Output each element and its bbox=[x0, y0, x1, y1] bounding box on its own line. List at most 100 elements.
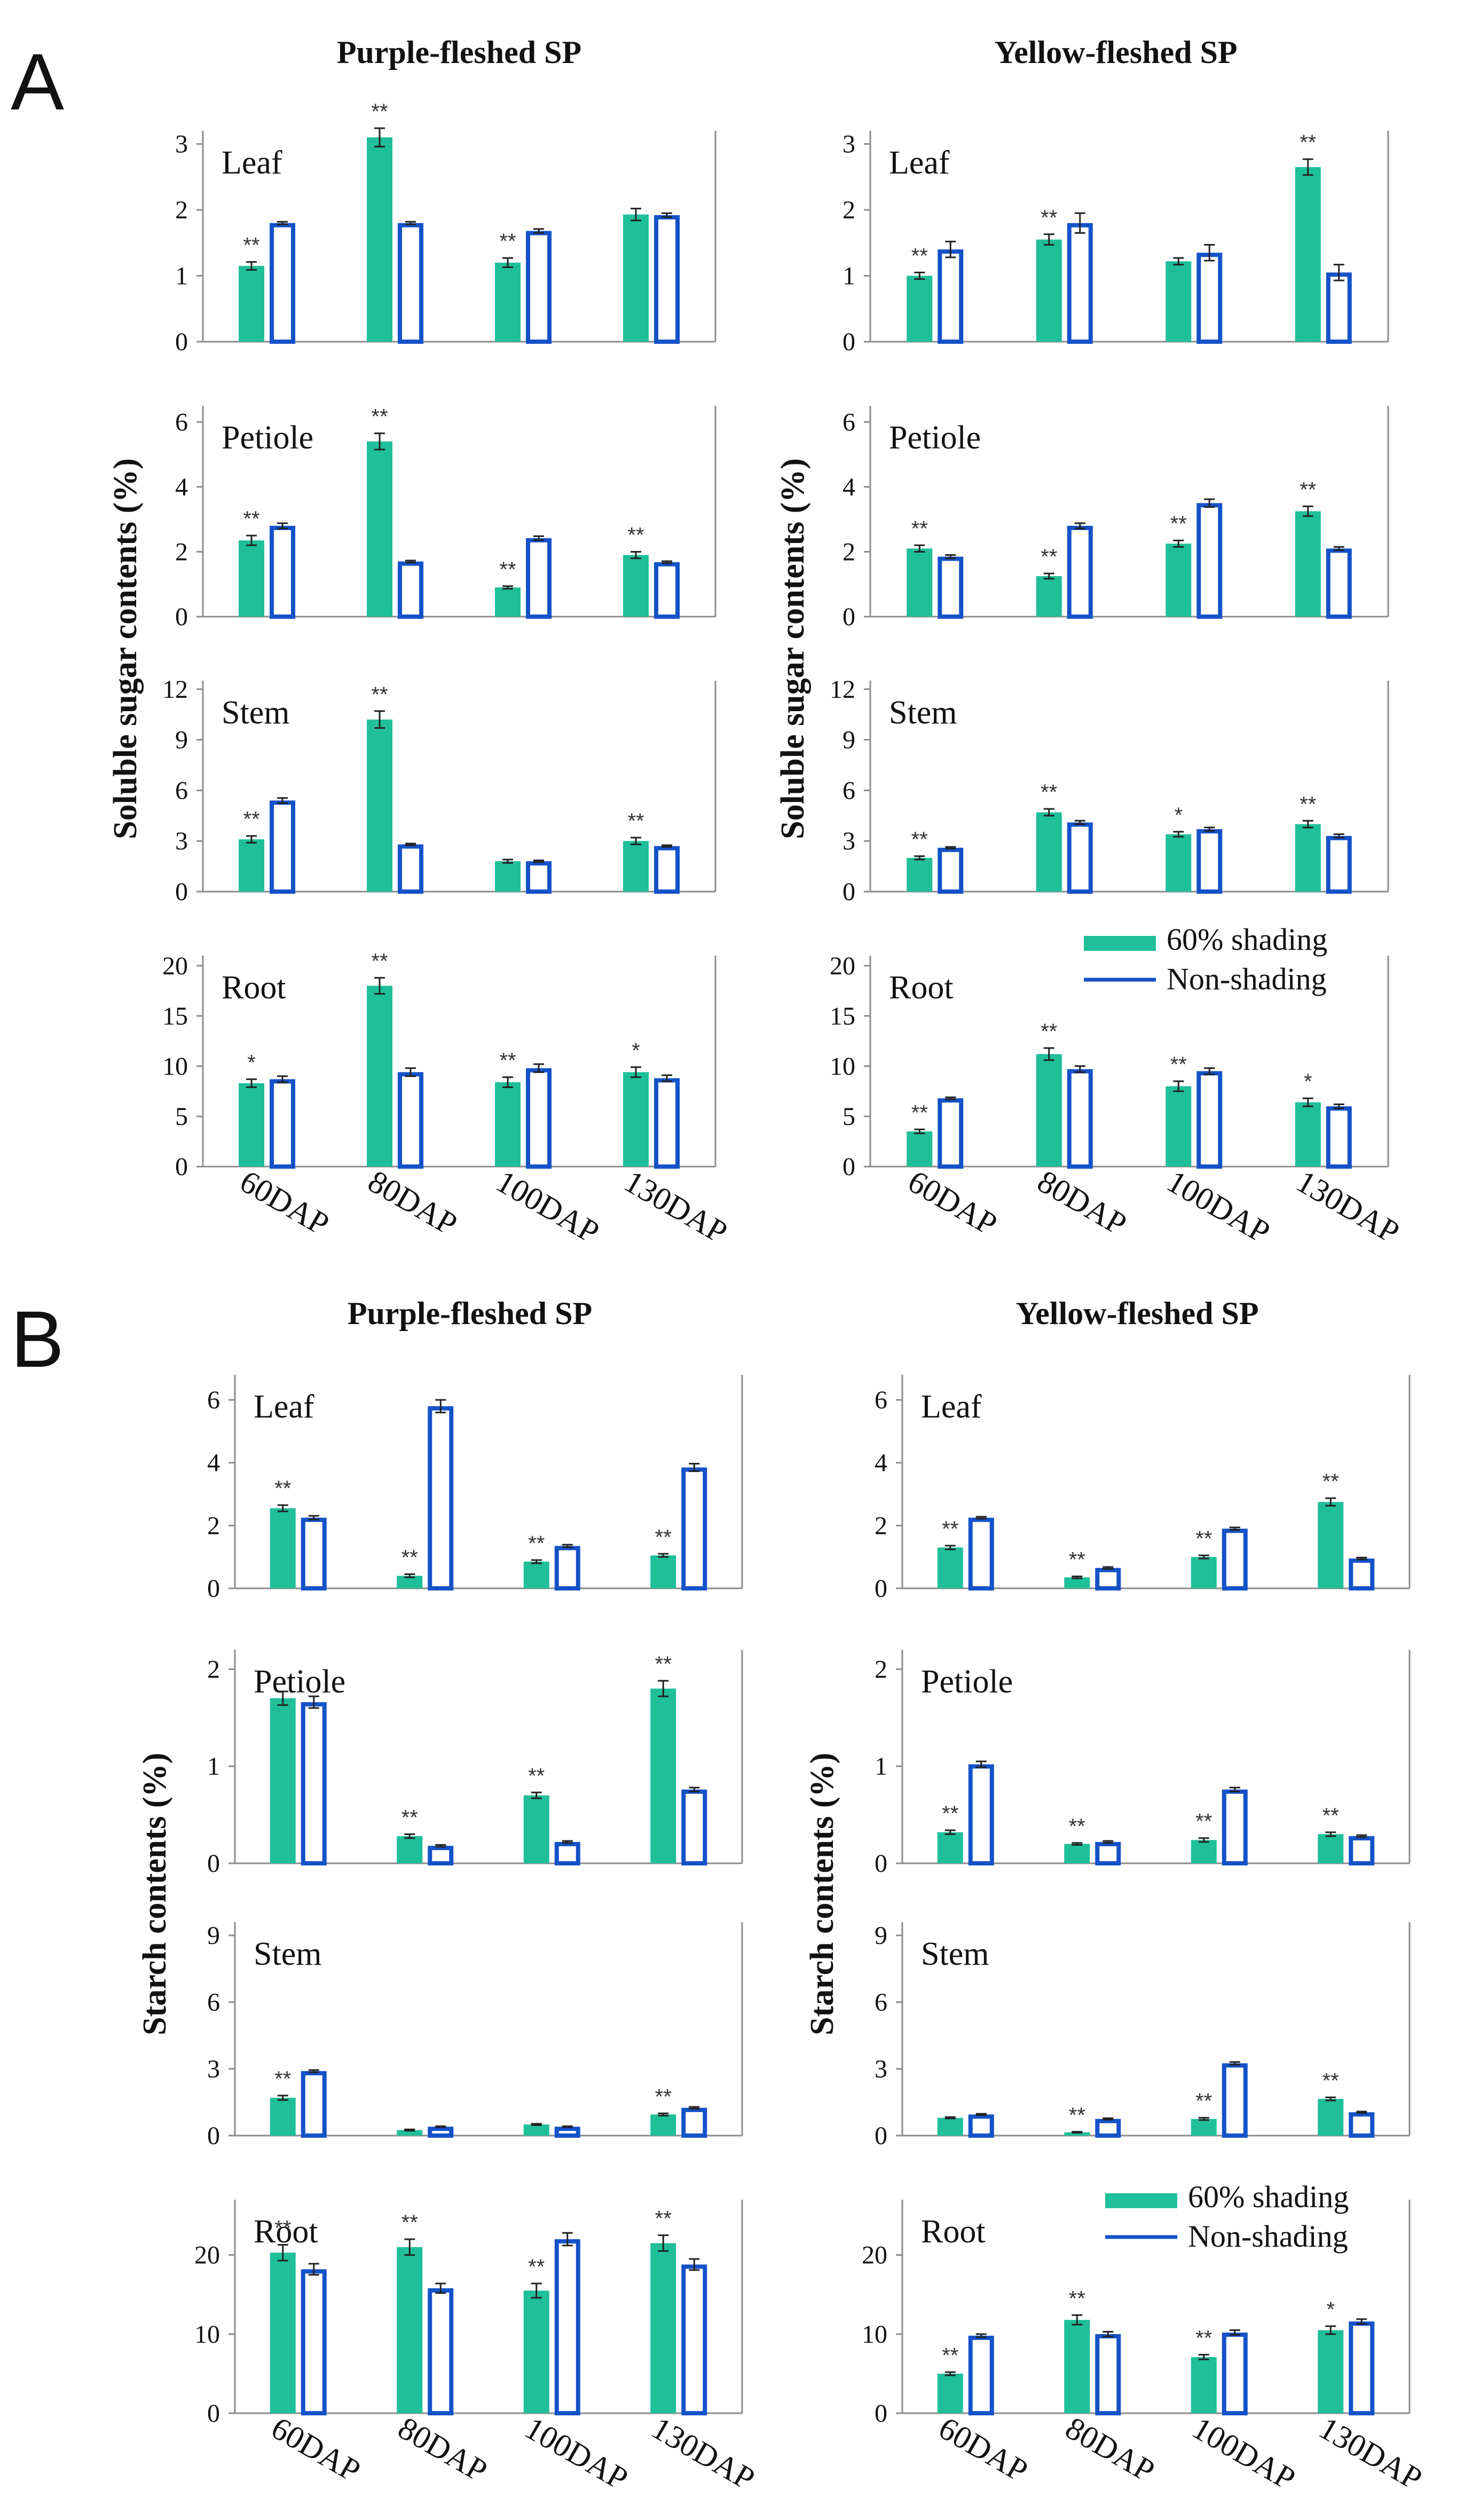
bar-shaded bbox=[523, 1795, 549, 1863]
y-tick-label: 4 bbox=[207, 1449, 220, 1477]
y-tick-label: 10 bbox=[194, 2320, 220, 2349]
group-purple: Purple-fleshed SP Starch contents (%) 0 2 4 6… bbox=[137, 1296, 761, 2497]
category-label: 80DAP bbox=[1032, 1163, 1132, 1242]
bar-nonshaded bbox=[968, 2114, 994, 2138]
bar-shaded bbox=[907, 275, 933, 342]
bar-nonshaded bbox=[270, 1079, 295, 1169]
category-label: 100DAP bbox=[519, 2410, 634, 2497]
bar-nonshaded bbox=[1067, 223, 1093, 344]
group-yellow: Yellow-fleshed SP Soluble sugar contents … bbox=[775, 35, 1405, 1250]
significance-marker: ** bbox=[1041, 545, 1057, 569]
y-tick-label: 1 bbox=[843, 262, 855, 290]
bar-nonshaded bbox=[1222, 2063, 1248, 2138]
y-tick-label: 6 bbox=[843, 776, 855, 805]
bar-shaded bbox=[270, 1698, 296, 1863]
y-tick-label: 0 bbox=[207, 2122, 220, 2150]
bar-nonshaded bbox=[1349, 2321, 1375, 2415]
bar-shaded bbox=[937, 1832, 963, 1863]
y-tick-label: 15 bbox=[830, 1002, 855, 1030]
bar-nonshaded bbox=[654, 562, 680, 619]
bar-nonshaded bbox=[1196, 253, 1223, 344]
significance-marker: ** bbox=[655, 2207, 672, 2231]
bar-shaded bbox=[270, 2098, 296, 2136]
bar-shaded bbox=[523, 2290, 549, 2413]
category-label: 60DAP bbox=[265, 2410, 366, 2488]
y-tick-label: 4 bbox=[875, 1449, 887, 1477]
bar-nonshaded bbox=[1067, 1069, 1093, 1169]
panel-title: Petiole bbox=[921, 1664, 1013, 1700]
panel-title: Stem bbox=[222, 695, 289, 731]
y-tick-label: 0 bbox=[175, 1153, 188, 1181]
y-tick-label: 6 bbox=[207, 1386, 220, 1414]
significance-marker: ** bbox=[1069, 1815, 1085, 1838]
bar-nonshaded bbox=[1326, 836, 1352, 894]
significance-marker: ** bbox=[1322, 2069, 1339, 2092]
bar-nonshaded bbox=[654, 1078, 680, 1169]
bar-nonshaded bbox=[938, 1098, 964, 1169]
bar-shaded bbox=[650, 1555, 676, 1588]
y-tick-label: 9 bbox=[207, 1922, 220, 1950]
significance-marker: ** bbox=[1041, 206, 1057, 230]
legend-label-shaded: 60% shading bbox=[1188, 2179, 1349, 2214]
y-tick-label: 9 bbox=[875, 1922, 887, 1950]
section-letter: B bbox=[11, 1294, 64, 1384]
category-label: 60DAP bbox=[933, 2410, 1034, 2488]
y-tick-label: 0 bbox=[875, 1849, 887, 1878]
panel-title: Stem bbox=[889, 695, 957, 731]
significance-marker: ** bbox=[942, 1802, 958, 1825]
bar-nonshaded bbox=[1326, 548, 1352, 619]
significance-marker: ** bbox=[528, 1764, 545, 1787]
bar-nonshaded bbox=[428, 2127, 454, 2138]
significance-marker: * bbox=[1304, 1070, 1312, 1093]
y-tick-label: 20 bbox=[194, 2241, 220, 2270]
bar-shaded bbox=[239, 839, 264, 892]
bar-nonshaded bbox=[526, 231, 552, 344]
bar-shaded bbox=[397, 1836, 423, 1863]
category-label: 60DAP bbox=[902, 1163, 1003, 1242]
bar-shaded bbox=[1036, 1054, 1062, 1167]
panel-stem: 0 3 6 9 12 Stem ** ** ** bbox=[162, 675, 717, 906]
panel-title: Leaf bbox=[222, 145, 282, 181]
bar-nonshaded bbox=[301, 1517, 327, 1590]
significance-marker: ** bbox=[1041, 781, 1057, 804]
group-purple: Purple-fleshed SP Soluble sugar contents … bbox=[107, 35, 733, 1250]
significance-marker: ** bbox=[499, 230, 516, 253]
y-tick-label: 3 bbox=[175, 827, 188, 855]
panel-stem: 0 3 6 9 Stem ** ** bbox=[207, 1922, 743, 2150]
bar-nonshaded bbox=[554, 1842, 580, 1865]
y-tick-label: 3 bbox=[843, 130, 855, 159]
section-letter: A bbox=[11, 37, 64, 127]
legend-label-shaded: 60% shading bbox=[1167, 922, 1327, 957]
significance-marker: ** bbox=[911, 828, 928, 852]
bar-nonshaded bbox=[1222, 2332, 1248, 2415]
y-tick-label: 0 bbox=[875, 2399, 887, 2428]
significance-marker: ** bbox=[1170, 1053, 1187, 1076]
significance-marker: ** bbox=[274, 1477, 291, 1500]
bar-nonshaded bbox=[681, 2107, 707, 2138]
significance-marker: ** bbox=[627, 809, 644, 833]
panel-title: Leaf bbox=[889, 145, 950, 181]
y-tick-label: 1 bbox=[875, 1752, 887, 1781]
bar-shaded bbox=[907, 548, 933, 617]
y-tick-label: 2 bbox=[875, 1511, 887, 1540]
bar-nonshaded bbox=[938, 847, 964, 894]
significance-marker: ** bbox=[499, 558, 516, 581]
bar-shaded bbox=[937, 1547, 963, 1588]
bar-shaded bbox=[1318, 1834, 1344, 1863]
y-tick-label: 6 bbox=[875, 1386, 887, 1414]
bar-nonshaded bbox=[270, 525, 295, 619]
y-tick-label: 2 bbox=[207, 1511, 220, 1540]
bar-shaded bbox=[1295, 1102, 1321, 1167]
significance-marker: ** bbox=[1069, 1548, 1085, 1572]
panel-leaf: 0 2 4 6 Leaf ** ** ** ** bbox=[207, 1375, 743, 1603]
section-a: A Purple-fleshed SP Soluble sugar contents… bbox=[11, 35, 1405, 1250]
significance-marker: ** bbox=[1195, 2090, 1212, 2113]
y-tick-label: 20 bbox=[862, 2241, 887, 2270]
bar-shaded bbox=[367, 441, 392, 617]
significance-marker: ** bbox=[371, 405, 388, 429]
significance-marker: ** bbox=[528, 1532, 545, 1555]
y-tick-label: 5 bbox=[843, 1102, 855, 1131]
bar-nonshaded bbox=[398, 844, 423, 894]
